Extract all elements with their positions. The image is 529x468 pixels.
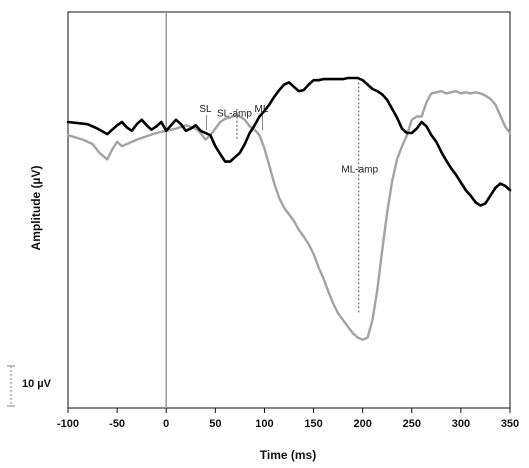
series-line-black — [66, 76, 512, 207]
x-tick-label: 200 — [353, 418, 371, 430]
annotation-ml-amp: ML-amp — [341, 165, 378, 176]
y-axis-title: Amplitude (µV) — [29, 166, 43, 251]
x-axis-title: Time (ms) — [260, 448, 316, 462]
annotation-sl-amp: SL-amp — [217, 109, 252, 120]
series-layer — [66, 76, 512, 341]
annotation-ml: ML — [255, 104, 269, 115]
amp-marker-layer — [206, 82, 360, 314]
x-tick-layer: -100 -50 0 50 100 150 200 250 300 350 — [57, 408, 519, 430]
x-tick-label: 150 — [304, 418, 322, 430]
x-tick-label: 300 — [452, 418, 470, 430]
series-line-grey — [66, 89, 512, 341]
scale-bar-label: 10 µV — [22, 378, 52, 390]
x-tick-label: 100 — [255, 418, 273, 430]
x-tick-label: 250 — [403, 418, 421, 430]
plot-frame-layer — [67, 11, 511, 409]
x-tick-label: 350 — [501, 418, 519, 430]
annotation-sl: SL — [199, 104, 212, 115]
x-tick-label: -100 — [57, 418, 79, 430]
x-tick-label: -50 — [109, 418, 125, 430]
x-tick-label: 50 — [209, 418, 221, 430]
x-tick-label: 0 — [163, 418, 169, 430]
scale-bar: 10 µV — [7, 365, 52, 407]
plot-frame — [67, 11, 511, 409]
